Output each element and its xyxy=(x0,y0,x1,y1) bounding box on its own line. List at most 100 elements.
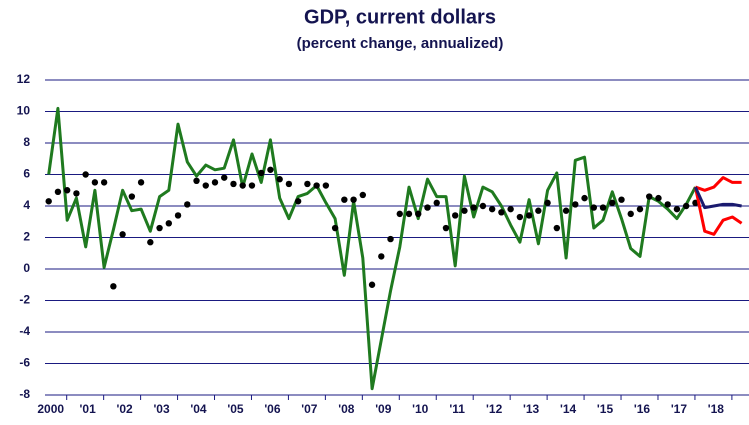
dot xyxy=(128,193,136,200)
dot xyxy=(239,182,246,189)
dot xyxy=(516,213,524,221)
y-tick-label: -6 xyxy=(19,356,30,370)
x-tick-label: '08 xyxy=(338,402,355,416)
dot xyxy=(618,196,625,203)
dot xyxy=(562,207,570,214)
dot xyxy=(91,179,99,186)
dot xyxy=(294,198,302,205)
dot xyxy=(544,199,551,207)
dot xyxy=(424,204,431,211)
dot xyxy=(54,188,62,196)
x-tick-label: '15 xyxy=(597,402,614,416)
dot xyxy=(257,169,265,177)
dot xyxy=(590,204,597,211)
dot xyxy=(100,179,108,186)
dot xyxy=(636,205,644,213)
dot xyxy=(599,204,607,211)
dot xyxy=(396,210,403,218)
dot xyxy=(470,204,477,211)
y-tick-label: 12 xyxy=(17,72,31,86)
dot xyxy=(147,239,154,246)
dot xyxy=(433,199,440,207)
dot xyxy=(461,207,468,214)
dot xyxy=(664,201,671,208)
dot xyxy=(553,224,561,232)
dot xyxy=(498,209,505,216)
x-tick-label: '11 xyxy=(449,402,465,416)
x-tick-label: '01 xyxy=(80,402,97,416)
x-tick-label: '04 xyxy=(190,402,207,416)
series-line xyxy=(693,186,743,236)
dot xyxy=(378,253,385,260)
dot xyxy=(276,176,283,183)
chart-title: GDP, current dollars xyxy=(304,6,496,28)
dot xyxy=(137,179,145,186)
y-tick-label: -4 xyxy=(19,324,30,338)
y-tick-label: 4 xyxy=(23,198,30,212)
dot xyxy=(156,224,163,232)
series-line xyxy=(694,176,742,192)
dot xyxy=(387,235,394,243)
x-tick-label: 2000 xyxy=(37,402,64,416)
dot xyxy=(673,205,681,213)
x-tick-label: '17 xyxy=(671,402,688,416)
dot xyxy=(211,179,219,186)
dot xyxy=(331,224,339,232)
y-tick-label: 2 xyxy=(23,230,30,244)
dot xyxy=(193,177,200,184)
dot xyxy=(581,194,588,202)
dot xyxy=(405,210,413,218)
dot xyxy=(452,212,459,219)
dot xyxy=(488,205,496,213)
series-line xyxy=(694,186,742,210)
dot xyxy=(322,182,330,189)
y-tick-label: 0 xyxy=(23,261,30,275)
x-tick-label: '02 xyxy=(117,402,134,416)
x-tick-label: '09 xyxy=(375,402,392,416)
x-tick-label: '06 xyxy=(264,402,281,416)
dot xyxy=(119,231,126,238)
x-tick-label: '05 xyxy=(227,402,244,416)
dot xyxy=(627,210,634,218)
dot xyxy=(82,171,89,178)
x-tick-label: '14 xyxy=(560,402,577,416)
dot xyxy=(174,212,182,219)
dot xyxy=(267,166,274,173)
dot xyxy=(184,201,191,208)
dot xyxy=(507,205,514,213)
x-tick-label: '13 xyxy=(523,402,540,416)
y-tick-label: 10 xyxy=(17,104,31,118)
dot xyxy=(655,194,662,202)
dot xyxy=(248,182,256,189)
series-line xyxy=(47,106,697,391)
dot xyxy=(359,191,367,199)
dot xyxy=(230,180,237,188)
dot xyxy=(63,187,71,194)
dot xyxy=(110,283,117,290)
x-tick-label: '16 xyxy=(634,402,651,416)
dot xyxy=(73,190,80,197)
chart-subtitle: (percent change, annualized) xyxy=(297,35,504,52)
dot xyxy=(572,201,579,208)
dot xyxy=(45,198,52,205)
x-tick-label: '10 xyxy=(412,402,429,416)
dot xyxy=(341,196,348,203)
dot xyxy=(285,180,293,188)
dot xyxy=(442,224,450,232)
dot xyxy=(368,281,376,288)
dot xyxy=(479,202,487,210)
x-tick-label: '12 xyxy=(486,402,503,416)
dot xyxy=(415,210,422,218)
y-tick-label: 6 xyxy=(23,167,30,181)
dot xyxy=(221,174,228,181)
x-tick-label: '18 xyxy=(708,402,725,416)
dot xyxy=(646,193,653,200)
dot xyxy=(609,199,616,207)
dot xyxy=(682,202,690,210)
y-tick-label: -8 xyxy=(19,387,30,401)
dot xyxy=(313,182,320,189)
dot xyxy=(535,207,542,214)
x-tick-label: '07 xyxy=(301,402,318,416)
y-tick-label: -2 xyxy=(19,293,30,307)
